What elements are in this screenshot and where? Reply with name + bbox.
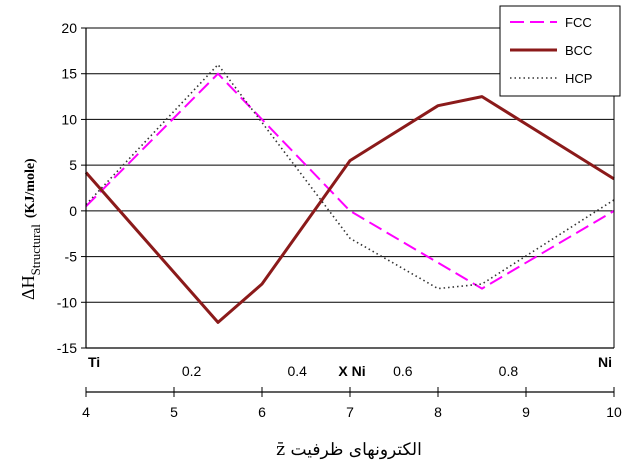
y-label-unit: (KJ/mole) bbox=[23, 158, 38, 218]
series-line-bcc bbox=[84, 95, 615, 324]
legend-label-bcc: BCC bbox=[565, 43, 592, 58]
y-tick-label: 10 bbox=[61, 111, 77, 127]
y-tick-label: -5 bbox=[65, 249, 78, 265]
legend: FCC BCC HCP bbox=[499, 5, 621, 97]
x-top-left-label: Ti bbox=[88, 354, 100, 370]
y-tick-label: 0 bbox=[69, 203, 77, 219]
y-axis-tick-labels: -15 -10 -5 0 5 10 15 20 bbox=[57, 20, 77, 356]
x-bottom-tick-label: 9 bbox=[522, 404, 530, 420]
series-line-hcp bbox=[85, 63, 615, 290]
y-tick-label: -15 bbox=[57, 340, 77, 356]
x-bottom-tick-label: 5 bbox=[170, 404, 178, 420]
x-bottom-tick-label: 10 bbox=[606, 404, 622, 420]
x-bottom-tick-label: 8 bbox=[434, 404, 442, 420]
x-top-tick-label: 0.4 bbox=[287, 363, 307, 379]
y-tick-label: 15 bbox=[61, 66, 77, 82]
y-tick-label: -10 bbox=[57, 294, 77, 310]
x-top-tick-labels: 0.2 0.4 0.6 0.8 bbox=[182, 363, 518, 379]
x-top-right-label: Ni bbox=[598, 354, 612, 370]
x-top-middle-label: X Ni bbox=[338, 363, 365, 379]
y-axis-label: ΔHStructural (KJ/mole) bbox=[18, 158, 43, 300]
x-axis-label: الکترونهای ظرفیت z̄ bbox=[276, 440, 422, 460]
x-bottom-tick-label: 4 bbox=[82, 404, 90, 420]
x-top-tick-label: 0.6 bbox=[393, 363, 413, 379]
legend-label-fcc: FCC bbox=[565, 15, 592, 30]
y-tick-label: 20 bbox=[61, 20, 77, 36]
x-top-tick-label: 0.8 bbox=[499, 363, 519, 379]
series-line-fcc bbox=[85, 72, 615, 290]
x-bottom-ticks: 4 5 6 7 8 9 10 bbox=[82, 387, 622, 420]
series-lines bbox=[84, 63, 615, 324]
x-bottom-tick-label: 6 bbox=[258, 404, 266, 420]
y-label-sub: Structural bbox=[28, 224, 43, 276]
y-tick-label: 5 bbox=[69, 157, 77, 173]
y-label-main: ΔH bbox=[18, 275, 38, 300]
svg-text:ΔHStructural(KJ/mole): ΔHStructural (KJ/mole) bbox=[18, 158, 43, 300]
legend-label-hcp: HCP bbox=[565, 71, 592, 86]
x-bottom-tick-label: 7 bbox=[346, 404, 354, 420]
x-top-tick-label: 0.2 bbox=[182, 363, 202, 379]
